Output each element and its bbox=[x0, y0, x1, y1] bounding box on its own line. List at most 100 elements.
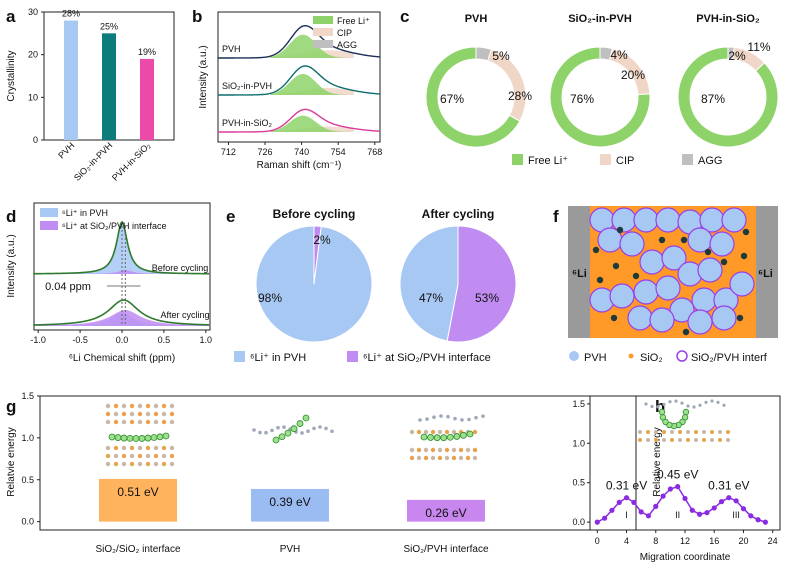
panel-g-ylabel: Relatvie energy bbox=[6, 427, 17, 496]
panel-g-li-path-atom bbox=[296, 420, 304, 427]
panel-b-legend-swatch bbox=[313, 28, 333, 36]
panel-g-lattice-atom bbox=[113, 461, 119, 467]
panel-g-polymer-atom bbox=[300, 431, 304, 435]
panel-e-legend-label: ⁶Li⁺ in PVH bbox=[250, 352, 306, 364]
panel-g-li-path-atom bbox=[427, 434, 434, 441]
panel-g-lattice-atom bbox=[145, 419, 151, 425]
panel-g-polymer-atom bbox=[318, 425, 322, 429]
panel-c-ring-segment bbox=[677, 46, 779, 148]
panel-g-lattice-atom bbox=[113, 403, 119, 409]
panel-g-lattice-atom bbox=[153, 461, 159, 467]
panel-g-lattice-atom bbox=[113, 411, 119, 417]
panel-c-segment-label: 11% bbox=[747, 40, 770, 54]
panel-d-after-label: After cycling bbox=[160, 310, 209, 320]
panel-g-lattice-atom bbox=[153, 411, 159, 417]
panel-b-xlabel: Raman shift (cm⁻¹) bbox=[257, 160, 342, 171]
panel-h-polymer-atom bbox=[674, 399, 678, 403]
panel-h-data-point bbox=[623, 495, 630, 501]
panel-g-lattice-atom bbox=[472, 447, 478, 453]
panel-b-xtick-label: 740 bbox=[294, 147, 309, 157]
panel-g-lattice-atom bbox=[145, 411, 151, 417]
panel-g-ytick-label: 1.5 bbox=[21, 391, 34, 401]
panel-g-category-label: SiO₂/PVH interface bbox=[403, 544, 488, 555]
panel-b-xtick-label: 768 bbox=[367, 147, 382, 157]
panel-g-ytick-label: 0.0 bbox=[21, 517, 34, 527]
panel-g-lattice-atom bbox=[137, 445, 143, 451]
panel-g-lattice-atom bbox=[423, 447, 429, 453]
panel-f-right-label: ⁶Li bbox=[758, 268, 773, 280]
panel-f-pvh-ball bbox=[661, 245, 687, 271]
panel-g-polymer-atom bbox=[432, 415, 436, 419]
panel-b-legend-swatch bbox=[313, 40, 333, 48]
panel-g-lattice-atom bbox=[137, 461, 143, 467]
panel-e-pie-slice bbox=[446, 225, 517, 343]
panel-d-legend-label: ⁶Li⁺ at SiO₂/PVH interface bbox=[62, 221, 167, 231]
panel-g-lattice-atom bbox=[129, 419, 135, 425]
panel-a-bar bbox=[140, 58, 154, 140]
panel-h-data-point bbox=[653, 503, 659, 509]
panel-e-pie-slice bbox=[399, 225, 459, 342]
panel-h-lattice-atom bbox=[702, 430, 706, 434]
panel-f-pvh-ball bbox=[709, 231, 735, 257]
panel-h-lattice-atom bbox=[710, 430, 714, 434]
panel-g-lattice-atom bbox=[105, 461, 111, 467]
panel-a-ytick-label: 0 bbox=[33, 135, 38, 145]
panel-g-lattice-atom bbox=[161, 461, 167, 467]
panel-e-pie-title: After cycling bbox=[422, 207, 495, 221]
panel-h-data-point bbox=[704, 510, 710, 516]
panel-f-pvh-ball bbox=[729, 271, 755, 297]
panel-g-lattice-atom bbox=[113, 445, 119, 451]
panel-e-legend-swatch bbox=[234, 351, 245, 362]
panel-g-lattice-atom bbox=[458, 447, 464, 453]
panel-a-ytick-label: 30 bbox=[28, 7, 38, 17]
panel-b-series-label: PVH bbox=[222, 44, 241, 54]
panel-g-value-label: 0.39 eV bbox=[269, 495, 310, 509]
panel-d-xtick-label: -0.5 bbox=[72, 335, 88, 345]
panel-label-f: f bbox=[553, 207, 559, 226]
panel-e-pie-title: Before cycling bbox=[273, 207, 356, 221]
panel-d-xtick-label: 1.0 bbox=[200, 335, 213, 345]
panel-b-xtick-label: 754 bbox=[331, 147, 346, 157]
panel-b-series-line bbox=[217, 108, 381, 133]
panel-g-li-path-atom bbox=[302, 414, 310, 422]
panel-c-legend-label: CIP bbox=[616, 155, 634, 167]
panel-h-data-point bbox=[594, 519, 600, 525]
panel-g-bar bbox=[407, 499, 485, 522]
panel-g-lattice-atom bbox=[416, 429, 422, 435]
panel-h-polymer-atom bbox=[644, 402, 648, 406]
panel-g-polymer-atom bbox=[460, 418, 464, 422]
panel-b-legend-label: AGG bbox=[337, 40, 357, 50]
panel-h-barrier-label: 0.31 eV bbox=[708, 479, 749, 493]
panel-g-lattice-atom bbox=[121, 419, 127, 425]
panel-g-polymer-atom bbox=[276, 425, 280, 430]
panel-h-data-point bbox=[740, 506, 747, 512]
panel-b-series-line bbox=[217, 65, 381, 96]
panel-c-ring-title: PVH bbox=[465, 13, 488, 25]
panel-g-lattice-atom bbox=[113, 419, 119, 425]
panel-f-li-ion bbox=[592, 246, 600, 254]
panel-g-lattice-atom bbox=[105, 403, 111, 409]
panel-h-xtick-label: 12 bbox=[680, 536, 690, 546]
panel-d-xtick-label: 0.5 bbox=[158, 335, 171, 345]
panel-h-polymer-atom bbox=[686, 404, 690, 408]
panel-g-lattice-atom bbox=[137, 411, 143, 417]
panel-f-li-ion bbox=[682, 328, 690, 336]
panel-g-lattice-atom bbox=[451, 429, 457, 435]
panel-f-pvh-ball bbox=[619, 231, 645, 257]
panel-f-right-electrode bbox=[756, 206, 778, 338]
panel-f-left-electrode bbox=[568, 206, 590, 338]
panel-h-data-point bbox=[602, 515, 608, 521]
panel-h-polymer-atom bbox=[698, 403, 702, 407]
panel-h-ytick-label: 1.5 bbox=[572, 399, 585, 409]
panel-h-data-point bbox=[762, 519, 768, 525]
panel-f-legend-interface-swatch bbox=[676, 350, 688, 362]
panel-g-lattice-atom bbox=[105, 445, 111, 451]
panel-h-lattice-atom bbox=[646, 430, 650, 434]
panel-h-lattice-atom bbox=[638, 430, 642, 434]
panel-h-polymer-atom bbox=[716, 400, 720, 404]
panel-g-lattice-atom bbox=[105, 453, 111, 459]
panel-f-pvh-ball bbox=[649, 307, 675, 333]
panel-b: Intensity (a.u.) Raman shift (cm⁻¹) 712 7… bbox=[198, 11, 382, 171]
panel-f-li-ion bbox=[736, 314, 744, 322]
panel-f-pvh-ball bbox=[627, 305, 653, 331]
